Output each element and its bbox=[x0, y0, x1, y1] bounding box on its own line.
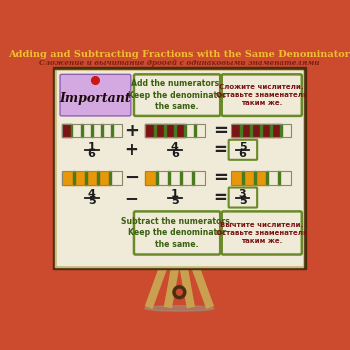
Bar bbox=[184, 124, 186, 138]
Text: =: = bbox=[213, 141, 227, 159]
Bar bbox=[145, 124, 205, 138]
Text: 6: 6 bbox=[239, 149, 246, 159]
FancyBboxPatch shape bbox=[222, 74, 302, 116]
Bar bbox=[194, 124, 196, 138]
Text: −: − bbox=[125, 189, 139, 206]
Bar bbox=[250, 124, 252, 138]
Bar bbox=[231, 124, 291, 138]
Text: =: = bbox=[213, 169, 228, 187]
Text: 1: 1 bbox=[171, 189, 178, 200]
Bar bbox=[109, 172, 111, 185]
Text: Сложите числители.
Оставьте знаменатель
таким же.: Сложите числители. Оставьте знаменатель … bbox=[216, 84, 308, 106]
Text: Сложение и вычитание дробей с одинаковыми знаменателями: Сложение и вычитание дробей с одинаковым… bbox=[39, 59, 320, 67]
Bar bbox=[62, 172, 122, 185]
Bar bbox=[145, 124, 154, 137]
Bar bbox=[145, 172, 156, 184]
Text: Вычтите числители.
Оставьте знаменатель
таким же.: Вычтите числители. Оставьте знаменатель … bbox=[216, 222, 308, 244]
Bar bbox=[62, 124, 122, 138]
Ellipse shape bbox=[145, 306, 214, 311]
Bar bbox=[261, 124, 271, 137]
Text: +: + bbox=[125, 141, 139, 159]
Bar bbox=[270, 124, 272, 138]
Bar bbox=[101, 124, 103, 138]
Bar bbox=[164, 124, 166, 138]
Bar bbox=[53, 68, 306, 269]
Bar bbox=[62, 124, 122, 138]
Bar bbox=[62, 172, 73, 184]
Bar bbox=[86, 172, 97, 184]
Bar bbox=[91, 124, 92, 138]
Bar bbox=[241, 124, 250, 137]
Text: Subtract the numerators.
Keep the denominator
the same.: Subtract the numerators. Keep the denomi… bbox=[121, 217, 233, 249]
Bar bbox=[55, 70, 303, 267]
Bar bbox=[192, 172, 194, 185]
Bar bbox=[231, 172, 291, 185]
Text: 6: 6 bbox=[171, 149, 179, 159]
FancyBboxPatch shape bbox=[60, 74, 131, 116]
Text: =: = bbox=[213, 189, 227, 206]
Bar bbox=[62, 172, 122, 185]
Text: 6: 6 bbox=[88, 149, 96, 159]
Text: =: = bbox=[213, 121, 228, 140]
Bar bbox=[232, 172, 242, 184]
Bar bbox=[62, 124, 71, 137]
Bar bbox=[231, 172, 291, 185]
Bar bbox=[278, 172, 280, 185]
Bar bbox=[280, 124, 282, 138]
Text: +: + bbox=[124, 121, 139, 140]
Bar bbox=[242, 172, 244, 185]
Bar bbox=[85, 172, 86, 185]
Bar bbox=[174, 124, 176, 138]
Bar bbox=[180, 172, 182, 185]
Text: Important: Important bbox=[60, 92, 131, 105]
Text: 3: 3 bbox=[239, 189, 246, 200]
Bar bbox=[168, 172, 170, 185]
Bar bbox=[260, 124, 262, 138]
Text: −: − bbox=[124, 169, 139, 187]
Bar bbox=[256, 172, 266, 184]
Text: 5: 5 bbox=[239, 142, 246, 152]
Text: 5: 5 bbox=[239, 196, 246, 206]
Bar bbox=[156, 172, 158, 185]
Text: 4: 4 bbox=[171, 142, 179, 152]
Bar bbox=[145, 124, 205, 138]
Bar bbox=[175, 124, 184, 137]
FancyBboxPatch shape bbox=[134, 74, 220, 116]
Bar bbox=[266, 172, 268, 185]
Text: 5: 5 bbox=[171, 196, 178, 206]
Bar bbox=[145, 172, 205, 185]
Bar bbox=[111, 124, 113, 138]
FancyBboxPatch shape bbox=[222, 211, 302, 254]
Bar bbox=[97, 172, 99, 185]
Bar bbox=[73, 172, 75, 185]
Text: 4: 4 bbox=[88, 189, 96, 200]
Bar bbox=[71, 124, 72, 138]
Text: 5: 5 bbox=[88, 196, 96, 206]
Bar bbox=[165, 124, 174, 137]
Bar bbox=[254, 172, 256, 185]
Bar bbox=[57, 71, 302, 265]
Text: Add the numerators.
Keep the denominator
the same.: Add the numerators. Keep the denominator… bbox=[128, 79, 226, 111]
Bar bbox=[272, 124, 280, 137]
FancyBboxPatch shape bbox=[229, 188, 257, 208]
Bar bbox=[155, 124, 164, 137]
Bar bbox=[244, 172, 254, 184]
FancyBboxPatch shape bbox=[134, 211, 220, 254]
Bar bbox=[231, 124, 291, 138]
Bar bbox=[252, 124, 260, 137]
Bar bbox=[74, 172, 85, 184]
Circle shape bbox=[92, 77, 99, 84]
Bar bbox=[232, 124, 240, 137]
Bar bbox=[98, 172, 109, 184]
Bar bbox=[145, 172, 205, 185]
Text: Adding and Subtracting Fractions with the Same Denominator: Adding and Subtracting Fractions with th… bbox=[8, 50, 350, 59]
FancyBboxPatch shape bbox=[229, 140, 257, 160]
Text: 1: 1 bbox=[88, 142, 96, 152]
Bar bbox=[80, 124, 83, 138]
Bar bbox=[154, 124, 156, 138]
Bar bbox=[240, 124, 242, 138]
